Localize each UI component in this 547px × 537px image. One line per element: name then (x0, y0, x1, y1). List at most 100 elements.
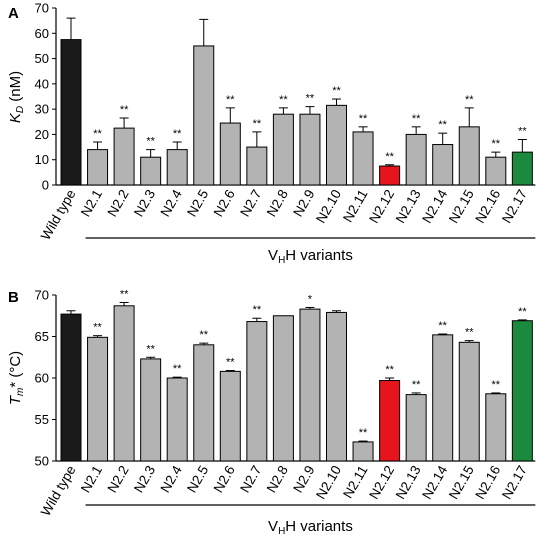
bar (485, 393, 507, 462)
category-label: N2.2 (104, 187, 131, 219)
bar (299, 113, 321, 186)
category-label: N2.9 (290, 187, 317, 219)
bar (140, 358, 162, 462)
category-label: N2.4 (158, 187, 185, 220)
panel-letter: B (8, 289, 19, 306)
y-tick-label: 40 (35, 76, 49, 91)
significance-marker: ** (173, 128, 182, 140)
group-label: VHH variants (268, 247, 353, 266)
bar (193, 45, 215, 186)
category-label: N2.14 (419, 463, 450, 502)
significance-marker: ** (306, 93, 315, 105)
significance-marker: ** (438, 119, 447, 131)
y-axis-title: KD (nM) (7, 71, 26, 123)
significance-marker: ** (332, 85, 341, 97)
category-label: N2.12 (366, 463, 397, 502)
significance-marker: ** (518, 306, 527, 318)
y-axis-title-unit: (nM) (7, 71, 24, 106)
significance-marker: ** (120, 288, 129, 300)
bar (113, 127, 135, 186)
bar (432, 334, 454, 462)
significance-marker: ** (385, 364, 394, 376)
category-label: N2.1 (78, 463, 105, 495)
y-tick-label: 50 (35, 454, 49, 469)
category-label: N2.6 (211, 463, 238, 495)
y-tick-label: 30 (35, 102, 49, 117)
y-tick-label: 20 (35, 127, 49, 142)
bar (379, 165, 401, 186)
panel-letter: A (8, 5, 19, 22)
significance-marker: ** (146, 343, 155, 355)
category-label: N2.17 (499, 463, 530, 502)
bar (352, 131, 374, 186)
category-label: N2.13 (393, 187, 424, 226)
panel-a-kd-chart: A KD (nM) 0 10 20 30 40 50 60 70 Wild type ** N2.1 **… (7, 1, 536, 266)
bar (113, 305, 135, 462)
category-label: N2.15 (446, 463, 477, 502)
y-tick-label: 70 (35, 288, 49, 303)
category-label: Wild type (38, 187, 79, 243)
y-tick-label: 65 (35, 329, 49, 344)
significance-marker: ** (385, 151, 394, 163)
bar (193, 344, 215, 462)
y-tick-label: 0 (42, 178, 49, 193)
bar (485, 156, 507, 186)
bar (405, 133, 427, 186)
significance-marker: ** (412, 379, 421, 391)
category-label: N2.17 (499, 187, 530, 226)
y-axis-title-symbol: K (7, 112, 24, 123)
bar (246, 146, 268, 186)
category-label: N2.6 (211, 187, 238, 219)
significance-marker: ** (253, 118, 262, 130)
bar (87, 149, 109, 186)
bar (87, 336, 109, 462)
category-label: N2.14 (419, 187, 450, 226)
y-tick-label: 70 (35, 1, 49, 16)
significance-marker: * (308, 293, 313, 305)
bar (272, 113, 294, 186)
bar (272, 315, 294, 462)
bar (326, 311, 347, 462)
significance-marker: ** (412, 113, 421, 125)
significance-marker: ** (173, 363, 182, 375)
bar (511, 151, 533, 186)
bar (140, 156, 162, 186)
category-label: N2.3 (131, 187, 158, 219)
y-axis-title: Tm* (°C) (7, 351, 26, 405)
category-label: N2.16 (472, 463, 503, 502)
bar (511, 320, 533, 462)
significance-marker: ** (199, 329, 208, 341)
bar (166, 149, 188, 186)
significance-marker: ** (465, 94, 474, 106)
category-label: N2.15 (446, 187, 477, 226)
group-label: VHH variants (268, 518, 353, 537)
category-label: N2.7 (237, 187, 264, 219)
category-label: N2.5 (184, 187, 211, 219)
category-label: N2.5 (184, 463, 211, 495)
y-tick-label: 60 (35, 26, 49, 41)
category-label: N2.7 (237, 463, 264, 495)
significance-marker: ** (93, 322, 102, 334)
significance-marker: ** (492, 138, 501, 150)
group-label-subscript: H (278, 526, 285, 537)
group-label-v: V (268, 247, 278, 264)
y-tick-label: 55 (35, 412, 49, 427)
category-label: N2.8 (264, 463, 291, 495)
category-label: N2.10 (313, 463, 344, 502)
significance-marker: ** (120, 104, 129, 116)
y-tick-label: 10 (35, 152, 49, 167)
category-label: N2.10 (313, 187, 344, 226)
bar (379, 379, 401, 462)
panel-b-tm-chart: B Tm* (°C) 50 55 60 65 70 Wild type ** N2.1 ** N2.2… (7, 288, 536, 537)
significance-marker: ** (438, 320, 447, 332)
group-label-subscript: H (278, 255, 285, 266)
bar (166, 377, 188, 462)
significance-marker: ** (226, 94, 235, 106)
significance-marker: ** (359, 427, 368, 439)
category-label: N2.8 (264, 187, 291, 219)
y-tick-label: 50 (35, 51, 49, 66)
group-label-rest: H variants (285, 247, 353, 264)
significance-marker: ** (359, 113, 368, 125)
bar (219, 122, 241, 186)
